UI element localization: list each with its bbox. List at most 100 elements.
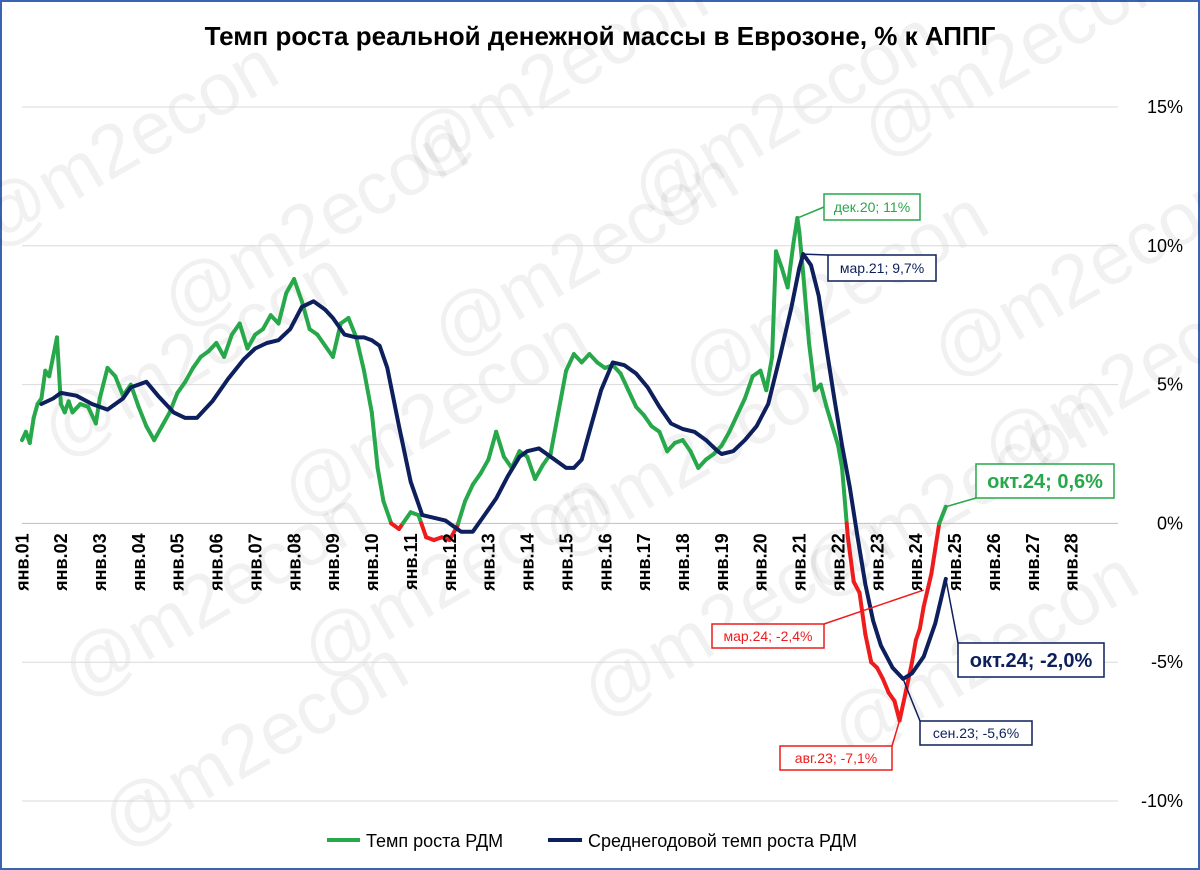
annotation-leader xyxy=(803,253,829,256)
x-tick-label: янв.14 xyxy=(518,533,538,591)
series-rdm-segment xyxy=(680,438,693,454)
tick-labels: 15% 10% 5% 0% -5% -10% янв.01 янв.02 янв.03 янв.0… xyxy=(12,97,1183,811)
series-rdm-segment xyxy=(97,365,110,401)
x-tick-label: янв.27 xyxy=(1023,533,1043,591)
series-rdm-segment xyxy=(113,374,126,398)
series-rdm-segment xyxy=(851,579,862,595)
annotation-label: дек.20; 11% xyxy=(834,199,910,215)
series-rdm-segment xyxy=(494,429,506,459)
annotation-box xyxy=(827,254,937,282)
annotation-leader xyxy=(797,206,825,219)
series-rdm-segment xyxy=(152,424,164,443)
series-rdm-segment xyxy=(486,429,499,462)
series-rdm-segment xyxy=(369,410,380,470)
series-rdm-segment xyxy=(237,321,250,351)
series-rdm-segment xyxy=(556,368,569,415)
series-rdm-segment xyxy=(564,352,576,373)
annotation-label: окт.24; 0,6% xyxy=(987,471,1103,493)
x-tick-label: янв.01 xyxy=(12,533,32,591)
series-rdm-segment xyxy=(785,241,796,290)
grid-lines xyxy=(22,106,1118,802)
series-rdm-segment xyxy=(618,371,631,393)
annotation-label: мар.21; 9,7% xyxy=(840,260,924,276)
series-rdm-segment xyxy=(764,354,775,393)
annotation-label: мар.24; -2,4% xyxy=(723,628,812,644)
series-rdm-segment xyxy=(844,521,850,540)
y-tick-label: -5% xyxy=(1151,652,1183,672)
x-tick-label: янв.04 xyxy=(129,533,149,591)
series-rdm-segment xyxy=(346,315,359,340)
series-rdm-segment xyxy=(925,571,934,593)
series-rdm-segment xyxy=(315,332,328,348)
annotation-leader xyxy=(891,720,901,747)
series-rdm-segment xyxy=(470,471,483,487)
x-tick-label: янв.19 xyxy=(712,533,732,591)
chart-title: Темп роста реальной денежной массы в Евр… xyxy=(205,21,996,51)
series-rdm-segment xyxy=(735,396,747,418)
series-rdm-segment xyxy=(47,354,56,379)
series-rdm-segment xyxy=(362,368,374,415)
series-rdm-segment xyxy=(354,335,367,373)
series-rdm-segment xyxy=(688,449,701,470)
x-tick-label: янв.13 xyxy=(479,533,499,591)
x-tick-label: янв.22 xyxy=(828,533,848,591)
series-rdm-segment xyxy=(260,313,273,332)
annotation-leader xyxy=(945,578,959,644)
y-tick-label: 5% xyxy=(1157,375,1183,395)
x-tick-label: янв.15 xyxy=(556,533,576,591)
legend-label-rdm: Темп роста РДМ xyxy=(366,831,503,851)
x-tick-label: янв.10 xyxy=(362,533,382,591)
series-rdm-segment xyxy=(824,404,835,429)
series-rdm-segment xyxy=(880,676,891,695)
series-rdm-segment xyxy=(641,413,654,429)
series-rdm-segment xyxy=(548,410,561,456)
annotation-label: окт.24; -2,0% xyxy=(970,650,1093,672)
y-tick-label: -10% xyxy=(1141,791,1183,811)
series-rdm-segment xyxy=(419,521,429,540)
series-rdm-segment xyxy=(222,332,234,359)
series-rdm-segment xyxy=(773,249,784,271)
y-tick-label: 10% xyxy=(1147,236,1183,256)
series-rdm-segment xyxy=(27,415,36,445)
series-rdm-segment xyxy=(463,482,475,504)
x-tick-label: янв.12 xyxy=(440,533,460,591)
x-tick-label: янв.20 xyxy=(751,533,771,591)
x-tick-label: янв.05 xyxy=(168,533,188,591)
annotation-box xyxy=(779,745,893,771)
series-rdm-segment xyxy=(801,271,812,345)
series-rdm-segment xyxy=(183,365,196,384)
annotation-label: авг.23; -7,1% xyxy=(795,750,877,766)
series-rdm-segment xyxy=(897,687,909,723)
legend: Темп роста РДМ Среднегодовой темп роста … xyxy=(327,831,857,851)
series-rdm-segment xyxy=(933,521,942,551)
series-rdm-segment xyxy=(456,499,468,526)
x-tick-label: янв.17 xyxy=(634,533,654,591)
series-rdm-segment xyxy=(845,535,856,584)
series-rdm-segment xyxy=(836,443,845,470)
series-rdm-segment xyxy=(136,404,149,429)
x-tick-label: янв.06 xyxy=(207,533,227,591)
series-rdm-segment xyxy=(929,546,938,576)
series-rdm-segment xyxy=(818,382,829,409)
x-tick-label: янв.24 xyxy=(906,533,926,591)
series-layer xyxy=(20,216,948,723)
legend-label-avg: Среднегодовой темп роста РДМ xyxy=(588,831,857,851)
series-rdm-segment xyxy=(276,290,289,326)
x-tick-label: янв.23 xyxy=(867,533,887,591)
x-tick-label: янв.28 xyxy=(1062,533,1082,591)
annotation-leader xyxy=(902,678,921,722)
series-rdm-segment xyxy=(478,457,491,476)
series-rdm-segment xyxy=(144,424,157,443)
x-tick-label: янв.03 xyxy=(90,533,110,591)
series-rdm-segment xyxy=(191,354,203,370)
x-tick-label: янв.26 xyxy=(984,533,1004,591)
x-tick-label: янв.11 xyxy=(401,533,421,590)
series-rdm-segment xyxy=(626,388,639,409)
series-rdm-segment xyxy=(770,249,778,359)
series-rdm-segment xyxy=(910,637,918,665)
series-rdm-segment xyxy=(937,504,948,526)
series-rdm-segment xyxy=(31,402,40,420)
annotation-box xyxy=(823,193,921,221)
series-rdm-segment xyxy=(657,429,670,454)
annotation-box xyxy=(711,623,825,649)
